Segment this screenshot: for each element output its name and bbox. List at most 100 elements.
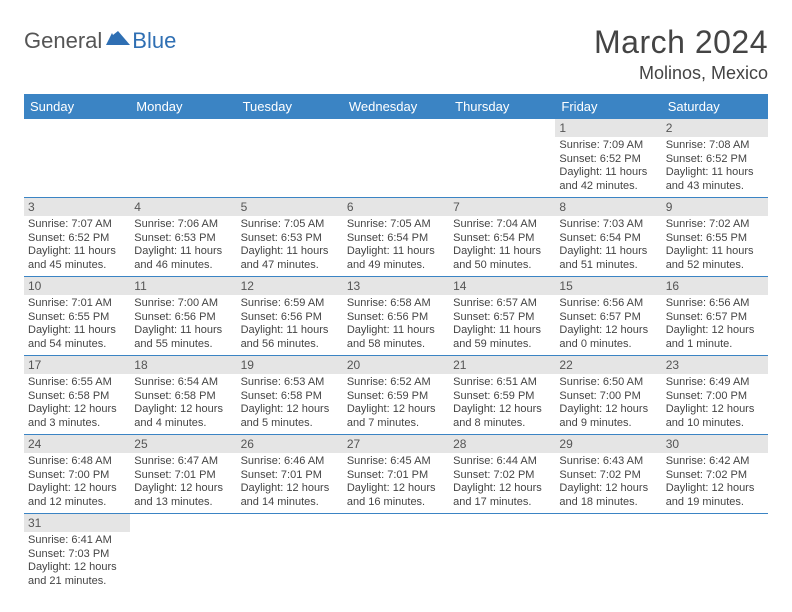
- calendar-cell: 6Sunrise: 7:05 AMSunset: 6:54 PMDaylight…: [343, 198, 449, 277]
- day-number: 31: [24, 514, 130, 532]
- day-data: Sunrise: 6:48 AMSunset: 7:00 PMDaylight:…: [24, 453, 130, 513]
- day-number: 8: [555, 198, 661, 216]
- calendar-cell: 13Sunrise: 6:58 AMSunset: 6:56 PMDayligh…: [343, 277, 449, 356]
- day-number: 13: [343, 277, 449, 295]
- calendar-row: .....1Sunrise: 7:09 AMSunset: 6:52 PMDay…: [24, 119, 768, 198]
- calendar-cell: 30Sunrise: 6:42 AMSunset: 7:02 PMDayligh…: [662, 435, 768, 514]
- calendar-cell: .: [343, 119, 449, 198]
- calendar-body: .....1Sunrise: 7:09 AMSunset: 6:52 PMDay…: [24, 119, 768, 592]
- day-number: 19: [237, 356, 343, 374]
- calendar-cell: 16Sunrise: 6:56 AMSunset: 6:57 PMDayligh…: [662, 277, 768, 356]
- day-data: Sunrise: 6:41 AMSunset: 7:03 PMDaylight:…: [24, 532, 130, 592]
- month-title: March 2024: [594, 24, 768, 61]
- calendar-cell: 5Sunrise: 7:05 AMSunset: 6:53 PMDaylight…: [237, 198, 343, 277]
- calendar-cell: 14Sunrise: 6:57 AMSunset: 6:57 PMDayligh…: [449, 277, 555, 356]
- day-data: Sunrise: 6:54 AMSunset: 6:58 PMDaylight:…: [130, 374, 236, 434]
- calendar-cell: 1Sunrise: 7:09 AMSunset: 6:52 PMDaylight…: [555, 119, 661, 198]
- calendar-table: SundayMondayTuesdayWednesdayThursdayFrid…: [24, 94, 768, 592]
- day-data: Sunrise: 6:44 AMSunset: 7:02 PMDaylight:…: [449, 453, 555, 513]
- calendar-cell: 2Sunrise: 7:08 AMSunset: 6:52 PMDaylight…: [662, 119, 768, 198]
- calendar-cell: 29Sunrise: 6:43 AMSunset: 7:02 PMDayligh…: [555, 435, 661, 514]
- calendar-row: 10Sunrise: 7:01 AMSunset: 6:55 PMDayligh…: [24, 277, 768, 356]
- calendar-cell: 28Sunrise: 6:44 AMSunset: 7:02 PMDayligh…: [449, 435, 555, 514]
- day-data: Sunrise: 7:04 AMSunset: 6:54 PMDaylight:…: [449, 216, 555, 276]
- calendar-cell: [130, 514, 236, 593]
- day-number: 5: [237, 198, 343, 216]
- calendar-cell: .: [24, 119, 130, 198]
- calendar-cell: [237, 514, 343, 593]
- day-data: Sunrise: 7:07 AMSunset: 6:52 PMDaylight:…: [24, 216, 130, 276]
- day-number: 21: [449, 356, 555, 374]
- day-number: 10: [24, 277, 130, 295]
- day-data: Sunrise: 6:50 AMSunset: 7:00 PMDaylight:…: [555, 374, 661, 434]
- calendar-cell: 22Sunrise: 6:50 AMSunset: 7:00 PMDayligh…: [555, 356, 661, 435]
- day-number: 11: [130, 277, 236, 295]
- calendar-cell: 24Sunrise: 6:48 AMSunset: 7:00 PMDayligh…: [24, 435, 130, 514]
- day-data: Sunrise: 6:43 AMSunset: 7:02 PMDaylight:…: [555, 453, 661, 513]
- calendar-cell: .: [449, 119, 555, 198]
- day-data: Sunrise: 6:56 AMSunset: 6:57 PMDaylight:…: [662, 295, 768, 355]
- header: General Blue March 2024 Molinos, Mexico: [24, 24, 768, 84]
- weekday-header: Friday: [555, 94, 661, 119]
- weekday-header: Thursday: [449, 94, 555, 119]
- calendar-cell: .: [237, 119, 343, 198]
- logo: General Blue: [24, 28, 176, 54]
- day-data: Sunrise: 6:46 AMSunset: 7:01 PMDaylight:…: [237, 453, 343, 513]
- day-number: 22: [555, 356, 661, 374]
- day-number: 18: [130, 356, 236, 374]
- calendar-row: 31Sunrise: 6:41 AMSunset: 7:03 PMDayligh…: [24, 514, 768, 593]
- day-data: Sunrise: 6:42 AMSunset: 7:02 PMDaylight:…: [662, 453, 768, 513]
- day-data: Sunrise: 6:51 AMSunset: 6:59 PMDaylight:…: [449, 374, 555, 434]
- day-data: Sunrise: 6:49 AMSunset: 7:00 PMDaylight:…: [662, 374, 768, 434]
- calendar-cell: .: [130, 119, 236, 198]
- calendar-cell: 17Sunrise: 6:55 AMSunset: 6:58 PMDayligh…: [24, 356, 130, 435]
- logo-flag-icon: [106, 31, 130, 52]
- day-data: Sunrise: 6:57 AMSunset: 6:57 PMDaylight:…: [449, 295, 555, 355]
- title-block: March 2024 Molinos, Mexico: [594, 24, 768, 84]
- day-data: Sunrise: 6:55 AMSunset: 6:58 PMDaylight:…: [24, 374, 130, 434]
- day-data: Sunrise: 6:58 AMSunset: 6:56 PMDaylight:…: [343, 295, 449, 355]
- day-data: Sunrise: 7:08 AMSunset: 6:52 PMDaylight:…: [662, 137, 768, 197]
- day-number: 15: [555, 277, 661, 295]
- day-number: 24: [24, 435, 130, 453]
- day-number: 26: [237, 435, 343, 453]
- calendar-cell: 26Sunrise: 6:46 AMSunset: 7:01 PMDayligh…: [237, 435, 343, 514]
- weekday-header: Wednesday: [343, 94, 449, 119]
- calendar-cell: 12Sunrise: 6:59 AMSunset: 6:56 PMDayligh…: [237, 277, 343, 356]
- weekday-header: Sunday: [24, 94, 130, 119]
- day-number: 16: [662, 277, 768, 295]
- day-number: 23: [662, 356, 768, 374]
- weekday-header: Tuesday: [237, 94, 343, 119]
- day-data: Sunrise: 7:06 AMSunset: 6:53 PMDaylight:…: [130, 216, 236, 276]
- location: Molinos, Mexico: [594, 63, 768, 84]
- day-data: Sunrise: 6:56 AMSunset: 6:57 PMDaylight:…: [555, 295, 661, 355]
- calendar-cell: 8Sunrise: 7:03 AMSunset: 6:54 PMDaylight…: [555, 198, 661, 277]
- day-number: 4: [130, 198, 236, 216]
- calendar-row: 24Sunrise: 6:48 AMSunset: 7:00 PMDayligh…: [24, 435, 768, 514]
- day-number: 12: [237, 277, 343, 295]
- logo-text-blue: Blue: [132, 28, 176, 54]
- calendar-row: 17Sunrise: 6:55 AMSunset: 6:58 PMDayligh…: [24, 356, 768, 435]
- calendar-cell: 9Sunrise: 7:02 AMSunset: 6:55 PMDaylight…: [662, 198, 768, 277]
- day-data: Sunrise: 7:02 AMSunset: 6:55 PMDaylight:…: [662, 216, 768, 276]
- weekday-header-row: SundayMondayTuesdayWednesdayThursdayFrid…: [24, 94, 768, 119]
- day-data: Sunrise: 7:05 AMSunset: 6:53 PMDaylight:…: [237, 216, 343, 276]
- day-number: 27: [343, 435, 449, 453]
- calendar-cell: 15Sunrise: 6:56 AMSunset: 6:57 PMDayligh…: [555, 277, 661, 356]
- day-number: 30: [662, 435, 768, 453]
- day-data: Sunrise: 7:01 AMSunset: 6:55 PMDaylight:…: [24, 295, 130, 355]
- day-data: Sunrise: 6:53 AMSunset: 6:58 PMDaylight:…: [237, 374, 343, 434]
- day-number: 6: [343, 198, 449, 216]
- day-number: 7: [449, 198, 555, 216]
- day-data: Sunrise: 6:59 AMSunset: 6:56 PMDaylight:…: [237, 295, 343, 355]
- logo-text-general: General: [24, 28, 102, 54]
- day-number: 17: [24, 356, 130, 374]
- weekday-header: Saturday: [662, 94, 768, 119]
- calendar-cell: 20Sunrise: 6:52 AMSunset: 6:59 PMDayligh…: [343, 356, 449, 435]
- calendar-cell: [555, 514, 661, 593]
- calendar-cell: 11Sunrise: 7:00 AMSunset: 6:56 PMDayligh…: [130, 277, 236, 356]
- calendar-row: 3Sunrise: 7:07 AMSunset: 6:52 PMDaylight…: [24, 198, 768, 277]
- day-number: 9: [662, 198, 768, 216]
- weekday-header: Monday: [130, 94, 236, 119]
- calendar-cell: 7Sunrise: 7:04 AMSunset: 6:54 PMDaylight…: [449, 198, 555, 277]
